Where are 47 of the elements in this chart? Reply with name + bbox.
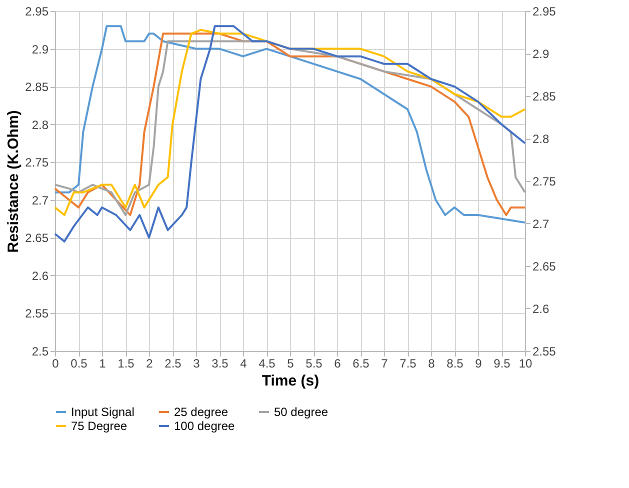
y2-tick-label: 2.65 bbox=[532, 260, 556, 274]
x-tick-label: 4 bbox=[240, 356, 248, 370]
x-tick-label: 9.5 bbox=[494, 356, 511, 370]
y-tick-label: 2.5 bbox=[32, 344, 49, 358]
x-axis-title: Time (s) bbox=[262, 372, 320, 390]
y-tick-label: 2.85 bbox=[25, 80, 49, 94]
legend-label: 50 degree bbox=[274, 405, 328, 419]
legend-label: 100 degree bbox=[174, 419, 236, 433]
x-tick-label: 3 bbox=[193, 356, 200, 370]
x-tick-label: 10 bbox=[518, 356, 532, 370]
y2-tick-label: 2.6 bbox=[532, 302, 550, 316]
y-tick-label: 2.95 bbox=[25, 4, 49, 18]
y2-tick-label: 2.75 bbox=[532, 174, 556, 188]
x-tick-label: 8 bbox=[428, 356, 436, 370]
legend-label: 25 degree bbox=[174, 405, 228, 419]
legend-label: Input Signal bbox=[71, 405, 134, 419]
y2-tick-label: 2.9 bbox=[532, 47, 550, 61]
x-tick-label: 0.5 bbox=[70, 356, 88, 370]
x-tick-label: 2.5 bbox=[164, 356, 182, 370]
y-axis-title: Resistance (K.Ohm) bbox=[5, 110, 22, 253]
y-tick-label: 2.6 bbox=[32, 268, 49, 283]
x-tick-label: 1.5 bbox=[118, 356, 135, 370]
y-tick-label: 2.9 bbox=[32, 42, 49, 56]
x-tick-label: 7 bbox=[381, 356, 388, 370]
y-tick-label: 2.7 bbox=[32, 193, 49, 208]
x-tick-label: 5.5 bbox=[306, 356, 323, 370]
x-tick-label: 1 bbox=[99, 356, 106, 370]
y2-tick-label: 2.7 bbox=[532, 217, 550, 231]
legend-label: 75 Degree bbox=[71, 419, 128, 433]
x-tick-label: 6.5 bbox=[352, 356, 370, 370]
x-tick-label: 5 bbox=[287, 356, 294, 370]
y-tick-label: 2.65 bbox=[25, 231, 49, 246]
x-tick-label: 4.5 bbox=[258, 356, 276, 370]
x-tick-label: 3.5 bbox=[212, 356, 229, 370]
y2-tick-label: 2.85 bbox=[532, 90, 556, 104]
y2-tick-label: 2.95 bbox=[532, 4, 556, 18]
y2-tick-label: 2.55 bbox=[532, 344, 556, 358]
x-tick-label: 6 bbox=[334, 356, 342, 370]
x-tick-label: 8.5 bbox=[446, 356, 464, 370]
y-tick-label: 2.55 bbox=[25, 306, 49, 321]
y-tick-label: 2.75 bbox=[25, 156, 49, 170]
y-tick-label: 2.8 bbox=[32, 118, 49, 132]
x-tick-label: 0 bbox=[52, 356, 60, 370]
x-tick-label: 7.5 bbox=[400, 356, 417, 370]
x-tick-label: 2 bbox=[146, 356, 154, 370]
x-tick-label: 9 bbox=[475, 356, 482, 370]
y2-tick-label: 2.8 bbox=[532, 132, 550, 146]
